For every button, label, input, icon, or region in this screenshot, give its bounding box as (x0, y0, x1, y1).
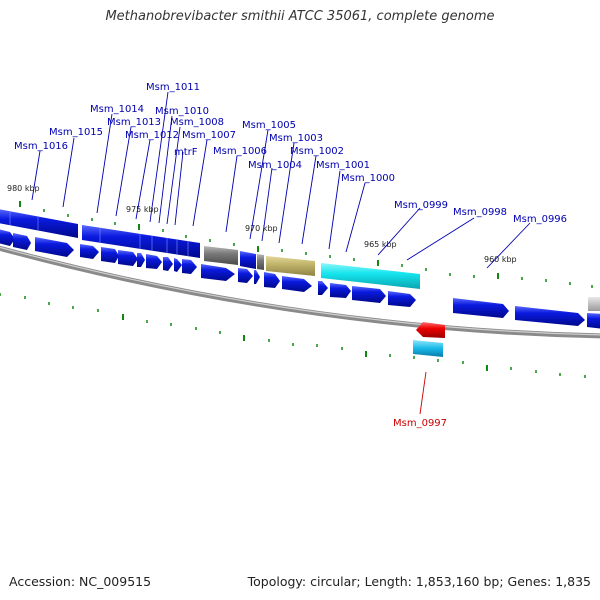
gene-label: Msm_1001 (316, 160, 370, 171)
genome-backbone (0, 245, 600, 339)
gene-arrow (515, 306, 585, 326)
gene-block (588, 297, 600, 311)
gene-label: Msm_1016 (14, 141, 68, 152)
gene-arrow (118, 250, 138, 266)
gene-label: Msm_1015 (49, 127, 103, 138)
gene-block (204, 246, 238, 265)
gene-arrow (587, 313, 600, 329)
genome-backbone-highlight (0, 246, 600, 336)
gene-arrow (163, 257, 173, 271)
gene-label: Msm_0997 (393, 418, 447, 429)
gene-arrow (254, 270, 260, 284)
gene-label-leaders (31, 91, 531, 415)
gene-label: Msm_1004 (248, 160, 302, 171)
gene-label: Msm_1000 (341, 173, 395, 184)
gene-arrow (35, 237, 74, 257)
kbp-label: 965 kbp (364, 240, 397, 249)
gene-labels: Msm_1016 Msm_1015 Msm_1014 Msm_1013 Msm_… (14, 82, 567, 429)
kbp-tick-marks (0, 201, 593, 378)
accession-text: Accession: NC_009515 (9, 574, 152, 589)
gene-label: Msm_1006 (213, 146, 267, 157)
gene-label: Msm_1013 (107, 117, 161, 128)
gene-block (257, 254, 264, 270)
gene-label: Msm_1012 (125, 130, 179, 141)
gene-arrow (174, 258, 182, 272)
gene-arrow (146, 254, 162, 269)
gene-arrow (238, 268, 253, 283)
gene-label: Msm_1002 (290, 146, 344, 157)
gene-arrow (388, 291, 416, 307)
gene-block (82, 225, 200, 258)
gene-arrow (318, 281, 328, 295)
gene-label: Msm_0998 (453, 207, 507, 218)
gene-block (240, 251, 256, 269)
gene-arrow (0, 229, 15, 246)
gene-label: Msm_0996 (513, 214, 567, 225)
gene-arrow (101, 247, 119, 263)
genome-summary-text: Topology: circular; Length: 1,853,160 bp… (247, 574, 591, 589)
gene-label: Msm_1010 (155, 106, 209, 117)
gene-row-lower (0, 229, 600, 329)
gene-label: Msm_1005 (242, 120, 296, 131)
gene-row-upper (0, 209, 600, 311)
gene-block-reverse (413, 340, 443, 357)
gene-block (321, 263, 420, 289)
kbp-label: 975 kbp (126, 205, 159, 214)
gene-arrow (80, 244, 99, 259)
gene-arrow (137, 253, 145, 267)
kbp-scale-labels: 980 kbp 975 kbp 970 kbp 965 kbp 960 kbp (7, 184, 517, 264)
gene-arrow (330, 283, 351, 298)
gene-label: Msm_0999 (394, 200, 448, 211)
gene-label: mtrF (174, 147, 198, 158)
kbp-label: 970 kbp (245, 224, 278, 233)
gene-arrow-reverse (416, 322, 445, 338)
gene-label: Msm_1003 (269, 133, 323, 144)
gene-block (266, 256, 315, 276)
gene-label: Msm_1007 (182, 130, 236, 141)
gene-arrow (264, 272, 280, 288)
gene-label: Msm_1011 (146, 82, 200, 93)
gene-label: Msm_1014 (90, 104, 144, 115)
gene-arrow (453, 298, 509, 318)
kbp-label: 980 kbp (7, 184, 40, 193)
gene-arrow (13, 233, 31, 250)
kbp-label: 960 kbp (484, 255, 517, 264)
map-title: Methanobrevibacter smithii ATCC 35061, c… (105, 9, 495, 24)
gene-arrow (352, 286, 386, 303)
gene-arrow (282, 276, 312, 292)
gene-arrow (182, 259, 197, 274)
gene-label: Msm_1008 (170, 117, 224, 128)
gene-block (0, 209, 78, 238)
gene-arrow (201, 264, 235, 281)
